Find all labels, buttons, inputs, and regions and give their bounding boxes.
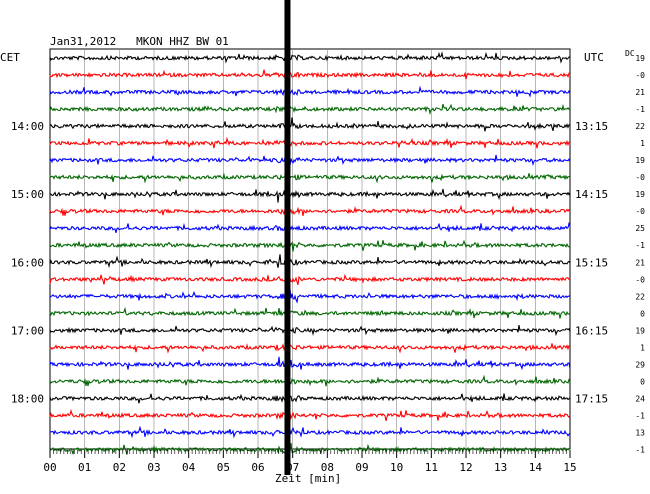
right-hour-label: 13:15 [575,120,608,133]
x-tick-label: 00 [43,461,56,474]
x-tick-label: 08 [321,461,334,474]
seismic-trace [49,425,571,439]
dc-offset-value: -1 [635,241,645,250]
x-tick-label: 06 [251,461,264,474]
right-hour-label: 15:15 [575,256,608,269]
dc-label: DC [625,49,635,58]
left-hour-label: 16:00 [11,256,44,269]
x-axis-ticks: 00 01 02 03 04 05 06 07 08 09 10 11 12 13 14 15 [43,450,577,474]
minute-grid [49,48,571,450]
dc-offset-value: 19 [635,326,645,335]
left-hour-label: 17:00 [11,324,44,337]
dc-offset-value: 29 [635,360,645,369]
seismic-trace [49,221,571,234]
dc-offset-value: -0 [635,275,645,284]
plot-frame [49,48,571,450]
dc-offset-value: -1 [635,105,645,114]
seismic-trace [49,393,571,404]
x-tick-label: 03 [147,461,160,474]
seismic-trace [49,356,571,371]
seismic-trace [49,188,571,203]
seismic-trace [49,374,571,387]
dc-offset-value: -1 [635,411,645,420]
seismic-trace [49,154,571,166]
seismic-trace [49,51,571,64]
dc-offset-value: 22 [635,292,645,301]
x-tick-label: 12 [459,461,472,474]
right-hour-label: 14:15 [575,188,608,201]
seismic-trace [49,254,571,269]
dc-offset-value: 24 [635,394,645,403]
seismic-trace [49,172,571,184]
x-tick-label: 07 [286,461,299,474]
x-tick-label: 05 [217,461,230,474]
seismic-trace [49,117,571,132]
event-marker-line [284,0,291,475]
x-tick-label: 01 [78,461,91,474]
seismic-trace [49,239,570,252]
x-tick-label: 11 [425,461,438,474]
seismic-trace [49,343,570,354]
chart-title: Jan31,2012 MKON HHZ BW 01 [50,35,229,48]
seismic-trace [49,442,571,455]
seismic-trace [49,85,571,98]
x-tick-label: 15 [563,461,576,474]
dc-offset-value: 1 [640,343,645,352]
seismic-trace [49,288,571,304]
seismic-trace [49,103,571,116]
dc-offset-value: -0 [635,71,645,80]
dc-offset-value: 25 [635,224,645,233]
dc-offset-value: 21 [635,88,645,97]
seismic-trace [49,323,571,337]
right-timezone-label: UTC [584,51,604,64]
right-hour-label: 16:15 [575,324,608,337]
x-tick-label: 02 [113,461,126,474]
dc-offset-value: 19 [635,190,645,199]
row-labels: 14:00 15:00 16:00 17:00 18:00 13:15 14:15 15:15… [11,54,645,454]
seismic-trace [49,204,571,217]
left-hour-label: 14:00 [11,120,44,133]
x-tick-label: 04 [182,461,196,474]
seismic-trace [49,306,571,319]
left-hour-label: 18:00 [11,392,44,405]
dc-offset-value: 0 [640,309,645,318]
seismic-trace [49,408,571,421]
x-axis-label: Zeit [min] [275,472,341,485]
x-tick-label: 13 [494,461,507,474]
seismic-trace [49,273,571,285]
dc-offset-value: 1 [640,139,645,148]
x-tick-label: 09 [355,461,368,474]
left-timezone-label: CET [0,51,20,64]
dc-offset-value: 22 [635,122,645,131]
dc-offset-value: 19 [635,156,645,165]
x-tick-label: 10 [390,461,403,474]
dc-offset-value: 19 [635,54,645,63]
dc-offset-value: -0 [635,207,645,216]
dc-offset-value: 21 [635,258,645,267]
dc-offset-value: -1 [635,445,645,454]
seismic-trace [49,136,571,149]
dc-offset-value: 13 [635,428,645,437]
left-hour-label: 15:00 [11,188,44,201]
right-hour-label: 17:15 [575,392,608,405]
trace-group [49,0,571,475]
dc-offset-value: 0 [640,377,645,386]
dc-offset-value: -0 [635,173,645,182]
x-tick-label: 14 [529,461,543,474]
seismic-trace [49,69,571,80]
